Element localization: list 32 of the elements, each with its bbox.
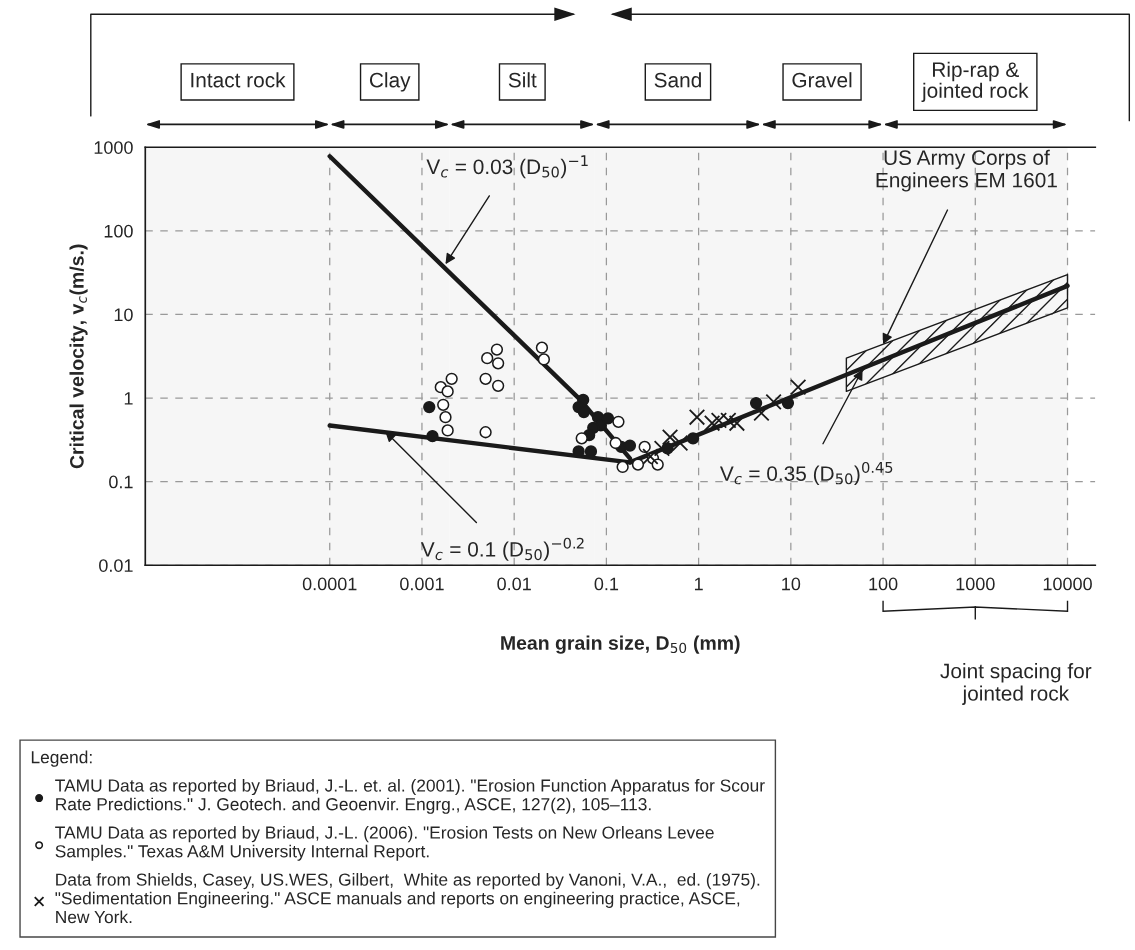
- annotation: US Army Corps of Engineers EM 1601: [876, 149, 1057, 192]
- band-label: Silt: [508, 72, 537, 88]
- y-axis-title: Critical velocity, v$_{c}$(m/s.): [69, 244, 88, 469]
- y-tick-label: 0.1: [109, 475, 133, 489]
- legend-title: Legend:: [31, 750, 92, 767]
- annotation: V$_{c}$ = 0.03 (D$_{50}$)$^{−1}$: [426, 155, 588, 179]
- band-label: Sand: [654, 72, 701, 88]
- band-label: Intact rock: [191, 72, 286, 88]
- text: Joint spacing for jointed rock: [940, 663, 1092, 705]
- band-label: Rip-rap & jointed rock: [921, 61, 1029, 103]
- x-tick-label: 0.01: [497, 577, 531, 591]
- x-tick-label: 0.1: [594, 577, 619, 591]
- y-tick-label: 1000: [94, 141, 133, 154]
- legend-label: TAMU Data as reported by Briaud, J.-L. (2006). "Erosion Tests on New Orleans Levee Samples." Texas A&M University Internal Report.: [55, 825, 714, 861]
- y-tick-label: 1: [124, 392, 133, 405]
- band-label: Clay: [369, 72, 411, 92]
- annotation: V$_{c}$ = 0.35 (D$_{50}$)$^{0.45}$: [719, 461, 893, 486]
- x-tick-label: 1000: [956, 577, 995, 591]
- x-tick-label: 100: [869, 577, 898, 591]
- x-tick-label: 10: [782, 577, 801, 591]
- y-tick-label: 0.01: [99, 559, 133, 572]
- y-tick-label: 10: [114, 308, 133, 322]
- x-axis-title: Mean grain size, D$_{50}$ (mm): [501, 635, 740, 654]
- x-tick-label: 0.0001: [302, 577, 357, 591]
- legend-label: Data from Shields, Casey, US.WES, Gilbert, White as reported by Vanoni, V.A., ed. (1975). "Sedimentation Engineering." ASCE manuals and reports on engineering practice, ASCE, New York.: [55, 873, 760, 924]
- legend-label: TAMU Data as reported by Briaud, J.-L. et. al. (2001). "Erosion Function Apparatus for Scour Rate Predictions." J. Geotech. and Geoenvir. Engrg., ASCE, 127(2), 105–113.: [55, 778, 765, 814]
- y-tick-label: 100: [104, 224, 133, 238]
- x-tick-label: 1: [694, 577, 703, 591]
- x-tick-label: 0.001: [400, 577, 444, 591]
- band-label: Gravel: [792, 72, 852, 88]
- annotation: V$_{c}$ = 0.1 (D$_{50}$)$^{−0.2}$: [420, 537, 584, 561]
- x-tick-label: 10000: [1043, 577, 1092, 591]
